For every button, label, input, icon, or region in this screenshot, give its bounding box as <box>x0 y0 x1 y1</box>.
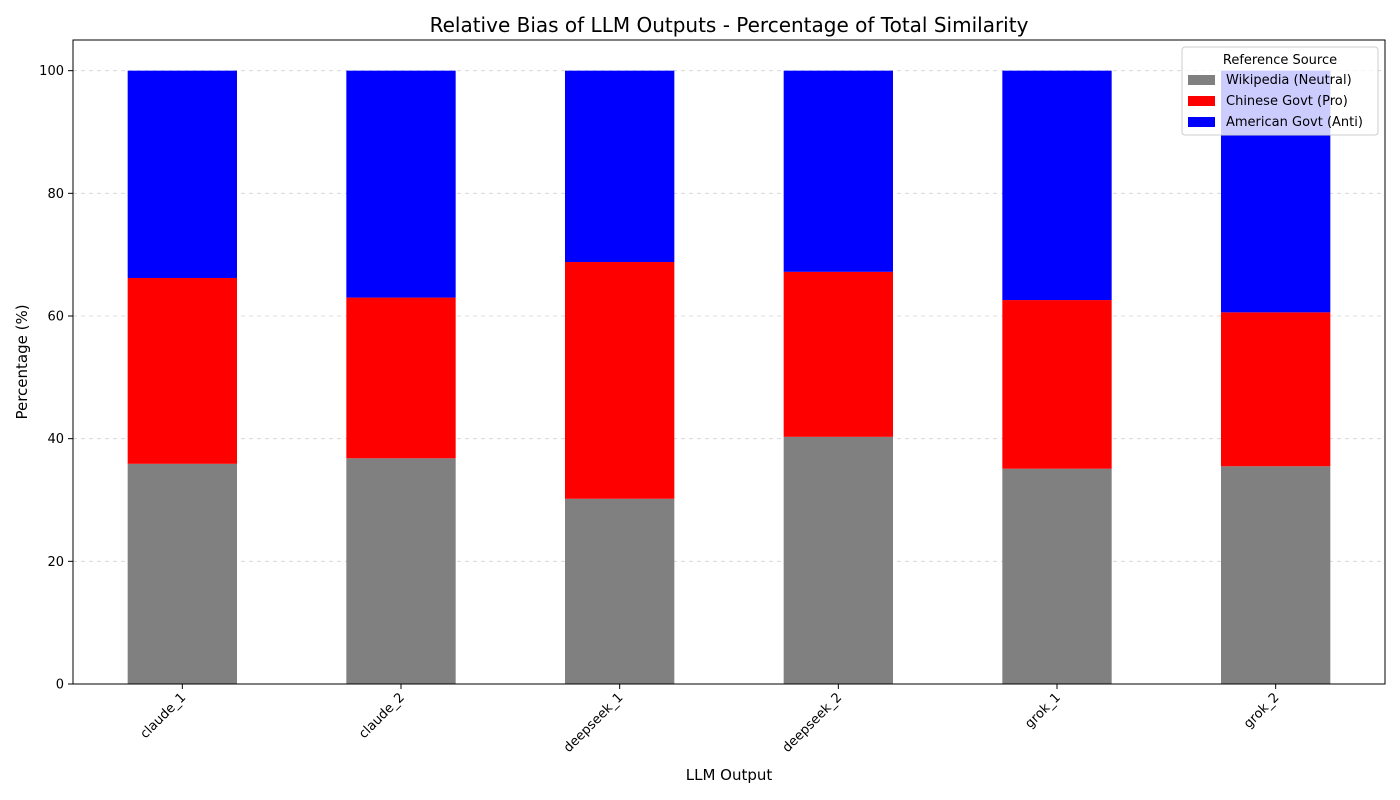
y-tick-label: 20 <box>47 555 64 570</box>
bar-segment-deepseek_2-series-2 <box>783 70 893 272</box>
x-tick-label-grok_2: grok_2 <box>1241 690 1282 731</box>
legend-title: Reference Source <box>1223 53 1337 68</box>
x-axis-label: LLM Output <box>686 766 773 784</box>
y-axis-label: Percentage (%) <box>13 304 31 419</box>
bar-segment-claude_1-series-0 <box>127 463 237 684</box>
bar-segment-deepseek_1-series-1 <box>565 262 675 499</box>
legend-label-1: Chinese Govt (Pro) <box>1226 94 1348 109</box>
bar-segment-claude_1-series-2 <box>127 70 237 278</box>
legend-box <box>1181 46 1379 136</box>
chart-title: Relative Bias of LLM Outputs - Percentag… <box>430 13 1029 37</box>
y-tick-label: 40 <box>47 432 64 447</box>
bar-segment-deepseek_1-series-0 <box>565 498 675 684</box>
x-tick-label-grok_1: grok_1 <box>1022 690 1063 731</box>
x-tick-label-claude_1: claude_1 <box>138 690 190 742</box>
bar-segment-claude_2-series-1 <box>346 297 456 459</box>
legend-swatch-1 <box>1188 96 1215 106</box>
bar-segment-claude_2-series-2 <box>346 70 456 298</box>
bar-segment-grok_2-series-1 <box>1221 312 1331 467</box>
bar-segment-grok_1-series-0 <box>1002 468 1112 684</box>
x-tick-label-claude_2: claude_2 <box>356 690 408 742</box>
y-tick-label: 60 <box>47 310 64 325</box>
legend-swatch-2 <box>1188 117 1215 127</box>
bar-segment-grok_1-series-1 <box>1002 300 1112 469</box>
axes <box>72 39 1386 685</box>
y-axis-ticks: 0 20 40 60 80 100 <box>39 64 73 693</box>
x-tick-label-deepseek_2: deepseek_2 <box>780 690 845 755</box>
bar-segment-claude_2-series-0 <box>346 458 456 684</box>
legend-swatch-0 <box>1188 75 1215 85</box>
bar-segment-grok_2-series-0 <box>1221 466 1331 684</box>
legend-label-2: American Govt (Anti) <box>1226 115 1363 130</box>
bar-segment-deepseek_2-series-0 <box>783 436 893 684</box>
plot-frame <box>72 39 1386 685</box>
bars <box>127 70 1331 684</box>
y-tick-label: 80 <box>47 187 64 202</box>
bar-segment-deepseek_1-series-2 <box>565 70 675 263</box>
y-gridlines <box>73 70 1385 685</box>
legend: Reference Source Wikipedia (Neutral) Chine… <box>1181 46 1379 136</box>
bar-segment-grok_1-series-2 <box>1002 70 1112 301</box>
x-tick-label-deepseek_1: deepseek_1 <box>561 690 626 755</box>
bar-segment-claude_1-series-1 <box>127 277 237 464</box>
legend-label-0: Wikipedia (Neutral) <box>1226 73 1352 88</box>
x-axis-ticks: claude_1 claude_2 deepseek_1 deepseek_2 grok… <box>138 684 1282 756</box>
y-tick-label: 0 <box>56 678 64 693</box>
y-tick-label: 100 <box>39 64 64 79</box>
bar-segment-deepseek_2-series-1 <box>783 271 893 437</box>
